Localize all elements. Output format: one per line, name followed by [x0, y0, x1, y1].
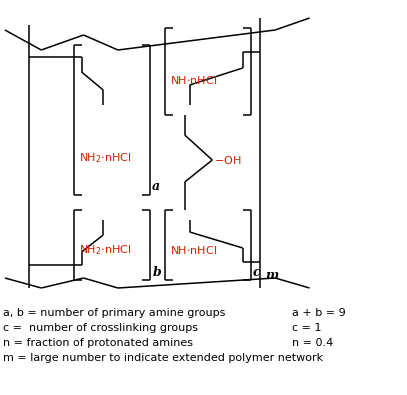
Text: $-$OH: $-$OH — [214, 154, 242, 166]
Text: c =  number of crosslinking groups: c = number of crosslinking groups — [3, 323, 198, 333]
Text: NH$\cdot$nHCl: NH$\cdot$nHCl — [170, 74, 217, 86]
Text: NH$\cdot$nHCl: NH$\cdot$nHCl — [170, 244, 217, 256]
Text: m: m — [265, 269, 278, 282]
Text: m = large number to indicate extended polymer network: m = large number to indicate extended po… — [3, 353, 323, 363]
Text: a: a — [152, 180, 160, 193]
Text: NH$_2$$\cdot$nHCl: NH$_2$$\cdot$nHCl — [79, 243, 131, 257]
Text: a, b = number of primary amine groups: a, b = number of primary amine groups — [3, 308, 225, 318]
Text: c: c — [253, 266, 260, 279]
Text: c = 1: c = 1 — [292, 323, 322, 333]
Text: n = 0.4: n = 0.4 — [292, 338, 333, 348]
Text: a + b = 9: a + b = 9 — [292, 308, 346, 318]
Text: n = fraction of protonated amines: n = fraction of protonated amines — [3, 338, 193, 348]
Text: NH$_2$$\cdot$nHCl: NH$_2$$\cdot$nHCl — [79, 151, 131, 165]
Text: b: b — [152, 266, 161, 279]
